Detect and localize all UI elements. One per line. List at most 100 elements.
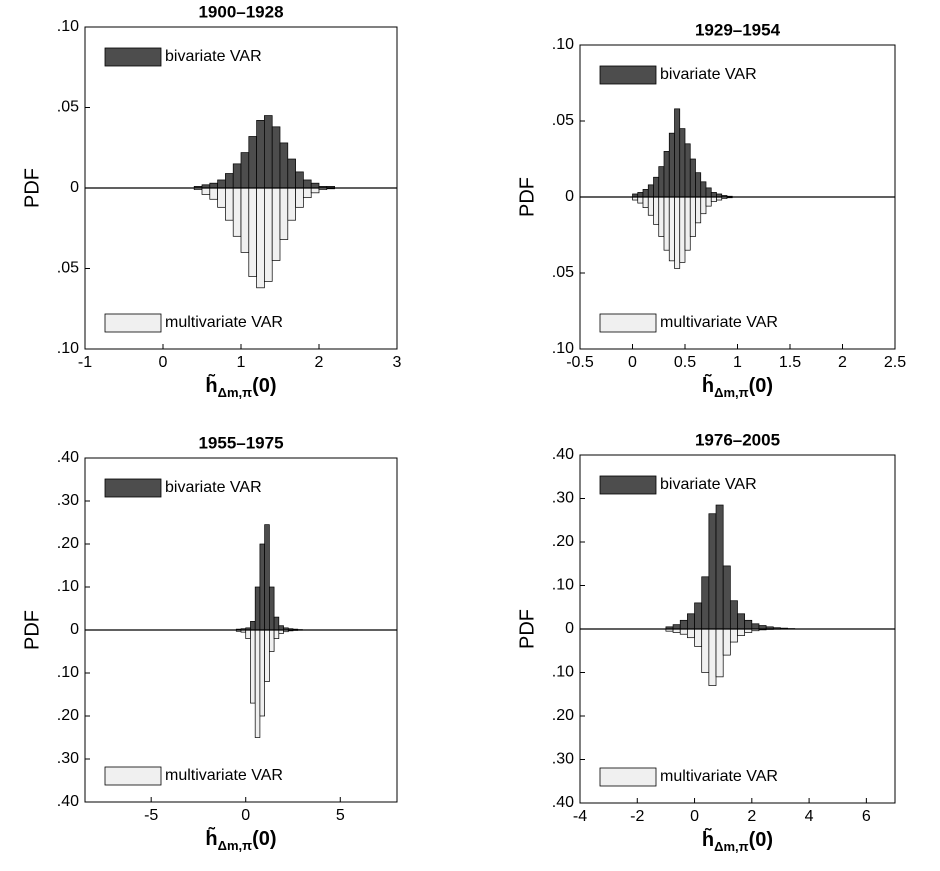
y-tick-label: 0 (70, 621, 79, 638)
bar (705, 187, 712, 198)
bar (217, 179, 226, 189)
y-tick-label: .05 (552, 264, 574, 281)
y-tick-label: .10 (57, 18, 79, 35)
y-tick-label: .40 (57, 793, 79, 810)
bar (684, 143, 691, 198)
x-tick-label: -0.5 (566, 354, 594, 371)
chart-title: 1955–1975 (198, 433, 283, 452)
bar (708, 513, 717, 630)
bar (303, 179, 312, 189)
bar (658, 196, 665, 237)
y-tick-label: .10 (552, 577, 574, 594)
bar (637, 192, 644, 198)
bar (700, 196, 707, 215)
bar (674, 108, 681, 198)
legend-swatch (599, 767, 657, 787)
bar (694, 602, 703, 630)
bar (729, 628, 738, 643)
bar (715, 504, 724, 630)
x-tick-label: 0 (159, 354, 168, 371)
y-axis-label: PDF (516, 609, 538, 649)
bar (254, 629, 261, 738)
y-tick-label: .40 (552, 794, 574, 811)
bar (271, 187, 281, 261)
y-axis-label: PDF (21, 610, 43, 650)
x-tick-label: 3 (393, 354, 402, 371)
bar (264, 115, 273, 189)
y-axis-label: PDF (21, 168, 43, 208)
x-label-arg: (0) (749, 829, 773, 851)
x-tick-label: 5 (336, 807, 345, 824)
y-tick-label: 0 (565, 188, 574, 205)
bar (310, 182, 320, 189)
y-tick-label: .05 (57, 99, 79, 116)
x-label-base: h̃ (205, 373, 217, 397)
legend-label: bivariate VAR (165, 479, 262, 496)
x-tick-label: -2 (630, 808, 644, 825)
bar (701, 628, 710, 673)
bar (663, 151, 670, 198)
legend-label: bivariate VAR (660, 476, 757, 493)
bar (232, 163, 242, 189)
legend-label: multivariate VAR (165, 314, 283, 331)
bar (653, 176, 660, 198)
bar (668, 132, 675, 198)
bar (245, 629, 251, 639)
bar (273, 629, 280, 639)
bar (679, 128, 686, 198)
bar (259, 543, 265, 631)
bar (250, 629, 256, 704)
bar (232, 187, 242, 237)
bar (279, 187, 289, 240)
legend-label: bivariate VAR (660, 66, 757, 83)
bar (679, 196, 686, 263)
y-tick-label: .40 (552, 446, 574, 463)
x-tick-label: 0.5 (674, 354, 696, 371)
bar (264, 187, 273, 282)
bar (700, 181, 707, 198)
x-label-base: h̃ (702, 827, 714, 851)
x-tick-label: 1.5 (779, 354, 801, 371)
bar (278, 625, 284, 631)
y-tick-label: .10 (552, 36, 574, 53)
y-tick-label: .10 (57, 578, 79, 595)
bar (737, 628, 746, 636)
y-tick-label: .05 (552, 112, 574, 129)
y-tick-label: .30 (57, 750, 79, 767)
bar (279, 142, 289, 189)
y-tick-label: .20 (552, 707, 574, 724)
bar (695, 196, 702, 224)
x-label-base: h̃ (702, 373, 714, 397)
x-label-sub: Δm,π (714, 385, 749, 400)
x-tick-label: 2 (747, 808, 756, 825)
bar (751, 623, 760, 630)
legend-label: multivariate VAR (660, 314, 778, 331)
y-tick-label: .20 (57, 707, 79, 724)
bar (653, 196, 660, 225)
panel: .40.30.20.100.10.20.30.40-4 -2 0 2 4 61976–20… (516, 430, 896, 854)
x-axis-label: h̃Δm,π(0) (205, 826, 276, 853)
y-tick-label: .10 (57, 664, 79, 681)
x-tick-label: -4 (573, 808, 587, 825)
bar (217, 187, 226, 208)
bar (689, 158, 696, 198)
chart-title: 1929–1954 (695, 20, 781, 39)
y-tick-label: .05 (57, 260, 79, 277)
chart-title: 1976–2005 (695, 430, 780, 449)
legend-swatch (104, 766, 162, 786)
bar (264, 524, 270, 631)
x-tick-label: 2 (838, 354, 847, 371)
x-tick-label: 0 (690, 808, 699, 825)
bar (672, 624, 681, 630)
bar (273, 616, 280, 631)
x-label-base: h̃ (205, 826, 217, 850)
bar (295, 171, 304, 189)
bar (225, 173, 234, 189)
legend-swatch (104, 47, 162, 67)
bar (687, 613, 695, 630)
bar (225, 187, 234, 221)
bar (310, 187, 320, 194)
bar (647, 196, 654, 216)
y-tick-label: .10 (552, 340, 574, 357)
bar (737, 613, 746, 630)
